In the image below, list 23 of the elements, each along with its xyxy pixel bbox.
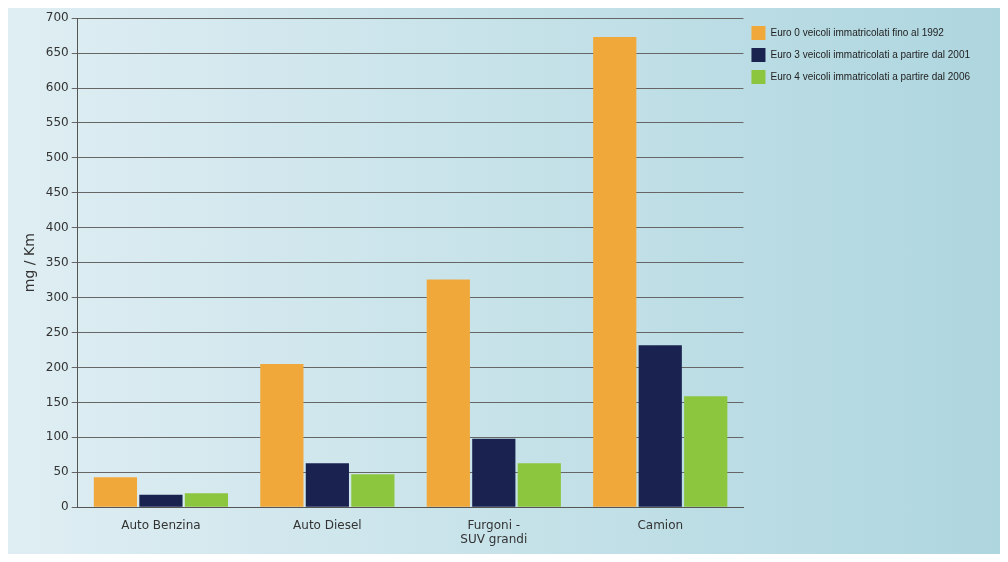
x-tick-label: Auto Benzina [121, 517, 201, 532]
y-tick-label: 300 [45, 289, 69, 304]
legend-label: Euro 0 veicoli immatricolati fino al 1992 [770, 26, 945, 38]
y-axis-title: mg / Km [21, 233, 38, 293]
y-tick-label: 400 [45, 219, 69, 234]
y-tick-label: 450 [45, 184, 69, 199]
y-tick-label: 650 [45, 45, 69, 60]
y-tick-label: 0 [61, 499, 69, 514]
y-tick-label: 100 [45, 429, 69, 444]
legend-label: Euro 4 veicoli immatricolati a partire dal 2006 [770, 70, 971, 82]
legend-label: Euro 3 veicoli immatricolati a partire dal 2001 [770, 48, 971, 60]
x-tick-label: Auto Diesel [293, 517, 362, 532]
x-tick-label: Furgoni - SUV grandi [460, 517, 528, 546]
y-tick-label: 500 [45, 150, 69, 165]
x-tick-label: Camion [637, 517, 684, 532]
y-tick-label: 350 [45, 254, 69, 269]
y-tick-label: 550 [45, 115, 69, 130]
y-tick-label: 200 [45, 359, 69, 374]
y-tick-label: 50 [53, 464, 69, 479]
y-tick-label: 700 [45, 10, 69, 25]
y-tick-label: 250 [45, 324, 69, 339]
y-tick-label: 150 [45, 394, 69, 409]
y-tick-label: 600 [45, 80, 69, 95]
